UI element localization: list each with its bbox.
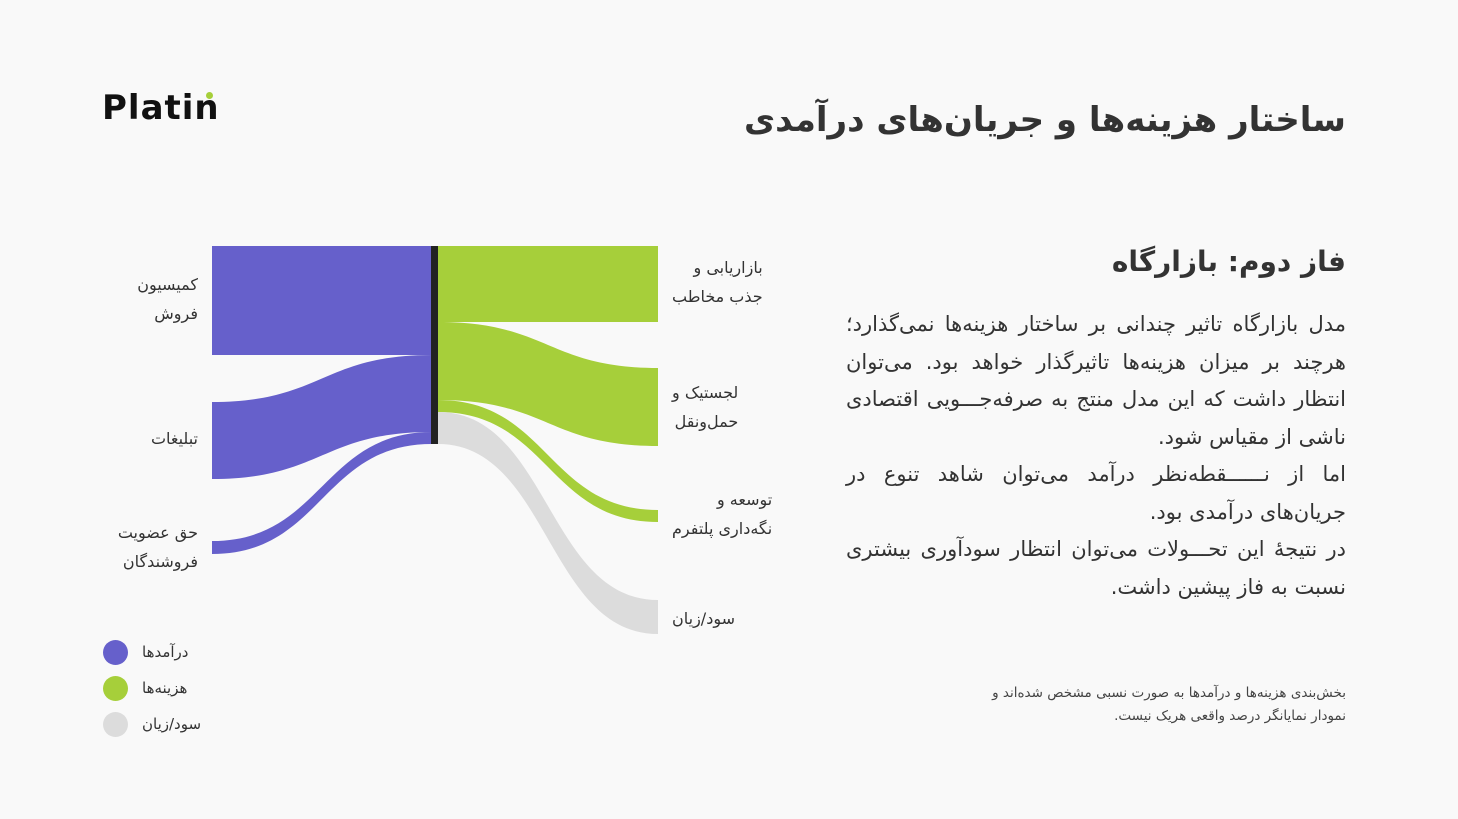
legend-item-profit: سود/زیان	[103, 706, 201, 742]
platin-logo: Platin	[102, 88, 220, 128]
legend-item-cost: هزینه‌ها	[103, 670, 201, 706]
legend-swatch	[103, 711, 128, 737]
page-title: ساختار هزینه‌ها و جریان‌های درآمدی	[744, 100, 1346, 140]
hub-node	[431, 246, 438, 444]
footnote: بخش‌بندی هزینه‌ها و درآمدها به صورت نسبی…	[992, 685, 1346, 724]
section-subtitle: فاز دوم: بازارگاه	[1111, 245, 1346, 278]
source-label-ads: تبلیغات	[150, 429, 198, 448]
description: مدل بازارگاه تاثیر چندانی بر ساختار هزین…	[846, 306, 1346, 606]
paragraph: مدل بازارگاه تاثیر چندانی بر ساختار هزین…	[846, 312, 1346, 449]
flow-source-1	[212, 355, 432, 479]
paragraph: در نتیجهٔ این تحـــولات می‌توان انتظار س…	[846, 537, 1346, 599]
flow-target-2	[438, 400, 658, 522]
legend: درآمدها هزینه‌ها سود/زیان	[103, 634, 201, 742]
target-label-marketing: بازاریابی و جذب مخاطب	[672, 258, 763, 306]
flow-target-3	[438, 412, 658, 634]
source-label-commission: کمیسیون فروش	[137, 275, 198, 323]
source-label-membership: حق عضویت فروشندگان	[117, 523, 198, 571]
flow-target-0	[438, 246, 658, 322]
legend-swatch	[103, 639, 128, 665]
target-label-profit: سود/زیان	[672, 609, 735, 628]
paragraph: اما از نــــــقطه‌نظر درآمد می‌توان شاهد…	[846, 462, 1346, 524]
flow-source-0	[212, 246, 432, 355]
target-label-platform: توسعه و نگه‌داری پلتفرم	[672, 490, 773, 538]
legend-item-income: درآمدها	[103, 634, 201, 670]
target-label-logistics: لجستیک و حمل‌ونقل	[672, 383, 739, 431]
flow-target-1	[438, 322, 658, 446]
legend-swatch	[103, 675, 128, 701]
flow-source-2	[212, 432, 432, 554]
